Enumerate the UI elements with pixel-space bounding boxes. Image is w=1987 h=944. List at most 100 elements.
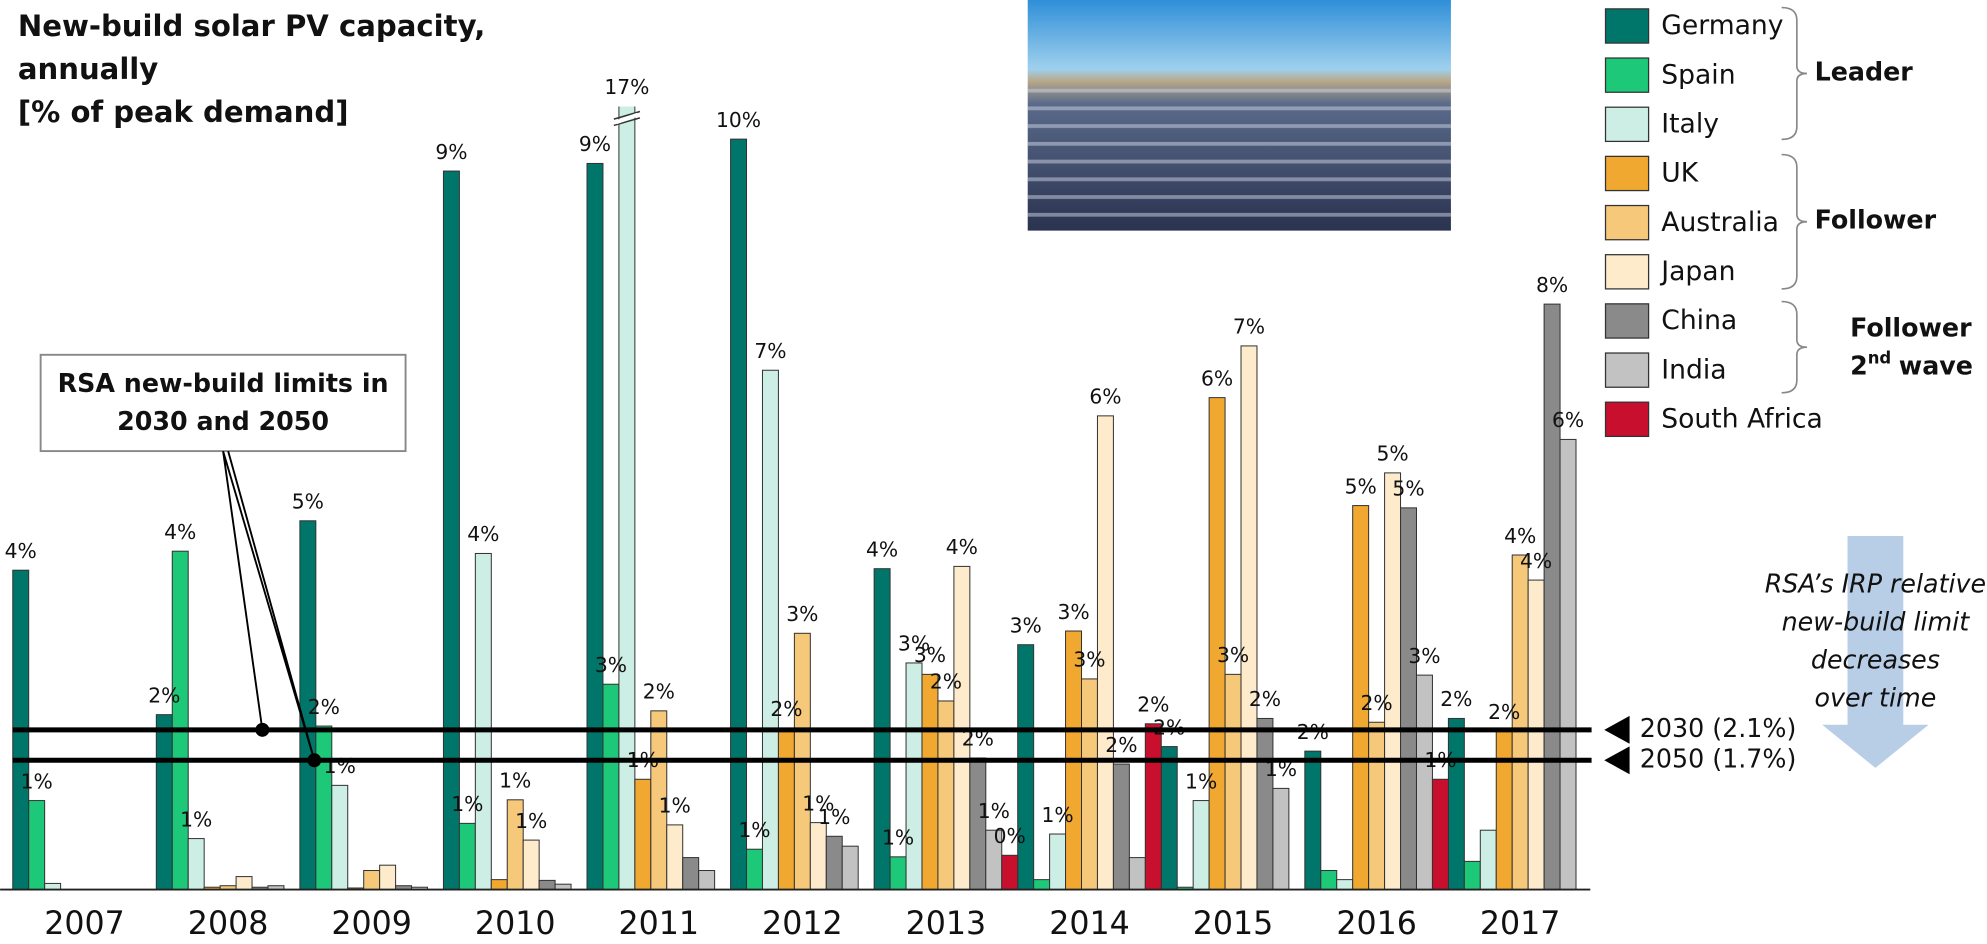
photo <box>1027 0 1451 231</box>
bar <box>1543 303 1561 891</box>
bar <box>1192 800 1210 891</box>
data-label: 1% <box>451 792 483 816</box>
data-label: 5% <box>1345 474 1377 498</box>
annotation-text: decreases <box>1811 644 1940 674</box>
bar <box>1144 723 1162 891</box>
bar <box>522 839 540 891</box>
bar <box>1368 721 1386 891</box>
legend-label: Japan <box>1659 256 1735 287</box>
bar <box>921 673 939 891</box>
bar <box>698 870 716 891</box>
data-label: 4% <box>946 535 978 559</box>
bar <box>969 757 987 891</box>
data-label: 1% <box>499 769 531 793</box>
legend-group-label: Leader <box>1815 56 1914 86</box>
reference-marker <box>1604 715 1630 744</box>
data-label: 5% <box>292 490 324 514</box>
bar <box>1415 674 1433 891</box>
annotation-text: RSA’s IRP relative <box>1765 568 1986 598</box>
data-label: 8% <box>1536 273 1568 297</box>
data-label: 3% <box>786 602 818 626</box>
data-label: 1% <box>180 807 212 831</box>
x-tick-label: 2010 <box>475 906 556 942</box>
data-label: 1% <box>818 805 850 829</box>
bar <box>586 162 604 891</box>
bar <box>1304 750 1322 891</box>
bar <box>809 822 827 891</box>
legend-group-part: 2 <box>1850 350 1868 380</box>
legend-group-label: 2nd wave <box>1850 348 1973 380</box>
bar <box>490 879 508 891</box>
data-label: 4% <box>1520 549 1552 573</box>
annotation-text: RSA new-build limits in <box>58 368 389 398</box>
data-label: 1% <box>882 826 914 850</box>
bar <box>1017 644 1035 891</box>
data-label: 2% <box>308 695 340 719</box>
data-label: 3% <box>1010 613 1042 637</box>
bar <box>1081 678 1098 891</box>
legend-brace <box>1781 6 1808 141</box>
bar <box>1320 870 1338 891</box>
bar <box>28 800 46 891</box>
bar <box>1527 579 1545 891</box>
data-label: 9% <box>579 132 611 156</box>
data-label: 1% <box>21 769 53 793</box>
reference-label: 2030 (2.1%) <box>1640 713 1797 743</box>
legend-swatch <box>1604 57 1650 93</box>
data-label: 1% <box>659 794 691 818</box>
legend-swatch <box>1604 352 1650 388</box>
data-label: 3% <box>1073 648 1105 672</box>
bar <box>761 369 779 891</box>
annotation-text: 2030 and 2050 <box>117 406 329 436</box>
data-label: 2% <box>1249 687 1281 711</box>
x-tick-label: 2016 <box>1336 906 1417 942</box>
data-label: 3% <box>1408 644 1440 668</box>
bar <box>1447 717 1465 891</box>
x-tick-label: 2013 <box>906 906 987 942</box>
data-label: 2% <box>930 670 962 694</box>
data-label: 2% <box>770 697 802 721</box>
trend-arrow <box>1822 535 1929 768</box>
annotation-dot <box>255 722 270 737</box>
bar <box>777 727 795 891</box>
bar <box>187 838 205 891</box>
data-label: 6% <box>1552 408 1584 432</box>
data-label: 1% <box>1185 769 1217 793</box>
legend-swatch <box>1604 204 1650 241</box>
bar <box>458 822 476 891</box>
bar <box>1384 472 1402 891</box>
data-label: 3% <box>1217 643 1249 667</box>
legend-label: China <box>1661 305 1737 336</box>
legend-brace <box>1781 153 1808 290</box>
annotation-box <box>39 353 407 453</box>
data-label: 5% <box>1392 477 1424 501</box>
bar <box>1160 746 1178 891</box>
bar <box>1049 833 1067 891</box>
bar <box>1495 730 1513 891</box>
x-tick-label: 2012 <box>762 906 843 942</box>
bar <box>1224 673 1242 891</box>
bar <box>825 835 843 891</box>
title-line: [% of peak demand] <box>18 95 349 129</box>
data-label: 6% <box>1089 385 1121 409</box>
legend-label: UK <box>1661 158 1698 189</box>
bar <box>905 662 923 891</box>
annotation-text: over time <box>1815 682 1937 712</box>
bar <box>1001 854 1019 891</box>
legend-brace <box>1781 300 1808 394</box>
data-label: 4% <box>1504 524 1536 548</box>
bar <box>171 550 189 891</box>
data-label: 5% <box>1376 442 1408 466</box>
legend-label: India <box>1661 354 1726 385</box>
bar <box>363 870 381 891</box>
data-label: 4% <box>467 522 499 546</box>
x-tick-label: 2007 <box>44 906 125 942</box>
bar <box>746 848 763 891</box>
data-label: 4% <box>5 539 37 563</box>
data-label: 2% <box>148 683 180 707</box>
annotation-pointer <box>222 450 316 761</box>
legend-label: Spain <box>1661 59 1735 90</box>
data-label: 7% <box>754 339 786 363</box>
legend-swatch <box>1604 254 1650 290</box>
